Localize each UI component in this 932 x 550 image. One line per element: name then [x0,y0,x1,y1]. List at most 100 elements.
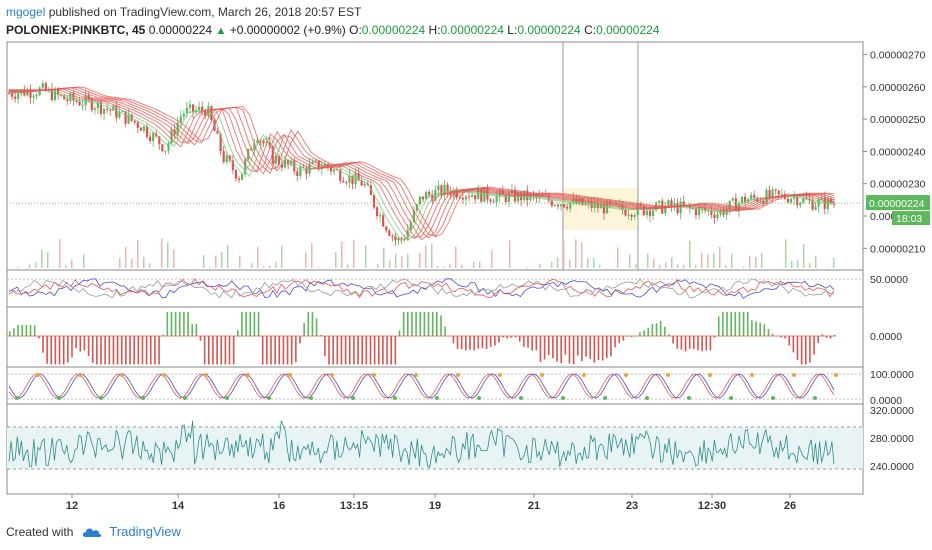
histogram-bar [237,330,239,337]
histogram-bar [42,336,44,353]
volume-bar [695,264,697,268]
histogram-bar [96,336,98,365]
histogram-bar [25,324,28,337]
candle-body [388,230,391,236]
candle-body [363,183,366,186]
volume-bar [401,256,403,268]
signal-dot [603,396,607,400]
signal-dot [36,373,40,377]
histogram-bar [274,336,276,365]
histogram-bar [680,336,683,350]
candle-body [311,161,314,164]
candle-body [237,178,241,180]
volume-bar [569,259,571,268]
volume-bar [743,266,745,268]
histogram-bar [676,336,679,349]
histogram-bar [734,312,737,337]
histogram-bar [825,336,828,338]
candle-body [244,159,247,174]
histogram-bar [436,312,438,337]
histogram-bar [390,336,393,365]
volume-bar [221,252,223,268]
candle-body [471,195,474,197]
histogram-bar [270,336,272,365]
signal-dot [456,373,460,377]
signal-dot [225,396,229,400]
volume-bar [281,245,283,268]
candle-body [148,136,152,141]
candle-body [250,148,253,151]
candle-body [158,136,161,145]
histogram-bar [17,324,19,337]
ma-ribbon-line [9,87,835,241]
candle-body [17,93,20,99]
histogram-bar [336,336,339,365]
symbol-name[interactable]: POLONIEX:PINKBTC, 45 [6,23,146,37]
histogram-bar [170,312,173,337]
histogram-bar [560,336,562,364]
candle-body [596,202,599,209]
candle-body [191,104,195,113]
volume-bar [539,263,541,268]
candle-body [277,156,280,165]
histogram-bar [348,336,351,365]
histogram-bar [178,312,181,337]
candle-body [26,90,29,96]
candle-body [164,150,167,152]
cci-line [8,420,835,468]
footer: Created with TradingView [6,524,181,539]
signal-dot [708,373,712,377]
histogram-bar [576,336,579,356]
histogram-bar [83,336,86,351]
histogram-bar [618,336,621,343]
histogram-bar [717,316,720,337]
tradingview-brand[interactable]: TradingView [109,524,181,539]
candle-body [728,200,731,209]
candle-body [216,130,219,134]
volume-bar [41,249,43,268]
y-tick-label: 240.0000 [870,461,914,473]
volume-bar [581,242,583,268]
candle-body [375,207,379,217]
volume-bar [719,247,721,268]
candle-body [734,198,737,211]
volume-bar [347,264,349,268]
candle-body [397,237,400,241]
candle-body [225,155,228,162]
histogram-bar [564,336,567,355]
candle-body [234,170,238,179]
histogram-bar [79,336,82,352]
volume-bar [215,255,217,268]
candle-body [630,214,633,217]
volume-bar [305,251,307,268]
histogram-bar [406,312,409,337]
x-tick-label: 16 [273,500,285,512]
y-tick-label: 0.00000210 [870,243,926,255]
histogram-bar [33,325,36,337]
histogram-bar [539,336,542,362]
histogram-bar [477,336,480,349]
histogram-bar [705,336,708,351]
histogram-bar [120,336,123,365]
histogram-bar [427,312,430,337]
signal-dot [393,396,397,400]
low-label: L: [507,23,518,37]
volume-bar [809,262,811,268]
chart-canvas[interactable]: 0.00000270 0.00000260 0.00000250 0.00000240… [0,0,932,520]
candle-body [204,110,207,117]
candle-body [262,140,265,144]
volume-bar [731,253,733,268]
volume-bar [491,249,493,268]
histogram-bar [610,336,612,357]
author-link[interactable]: mgogel [6,5,46,19]
candle-body [440,185,443,196]
y-tick-label: 0.00000250 [870,114,926,126]
candle-body [29,90,32,98]
candle-body [253,143,256,151]
histogram-bar [199,336,202,341]
signal-dot [687,396,691,400]
histogram-bar [510,336,513,338]
histogram-bar [423,312,426,337]
histogram-bar [755,321,757,337]
histogram-bar [112,336,115,365]
